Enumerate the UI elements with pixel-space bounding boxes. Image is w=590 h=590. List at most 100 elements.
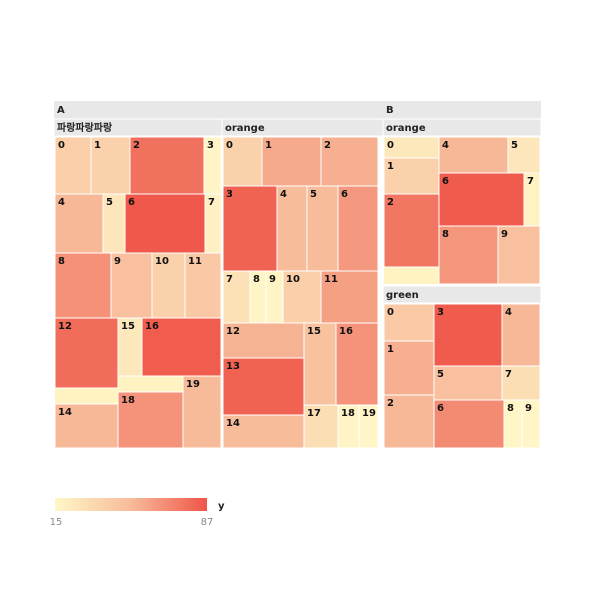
subgroup-label: 파랑파랑파랑 — [57, 121, 113, 134]
treemap-cell — [261, 136, 322, 187]
treemap-cell — [438, 225, 499, 285]
cell-label: 4 — [280, 189, 287, 200]
treemap-cell — [222, 136, 263, 187]
cell-label: 15 — [307, 326, 321, 337]
group-header-A — [54, 101, 383, 119]
subgroup-header — [382, 285, 542, 304]
cell-label: 1 — [387, 344, 394, 355]
treemap-cell — [433, 365, 503, 401]
cell-label: 17 — [307, 408, 321, 419]
cell-label: 14 — [58, 407, 72, 418]
legend-min-label: 15 — [50, 517, 63, 528]
legend-gradient-bar — [55, 498, 207, 511]
cell-label: 1 — [265, 140, 272, 151]
cell-label: 12 — [58, 321, 72, 332]
cell-label: 15 — [121, 321, 135, 332]
cell-label: 8 — [58, 256, 65, 267]
legend-title: y — [218, 501, 225, 512]
cell-label: 2 — [387, 197, 394, 208]
treemap-cell — [222, 270, 251, 324]
cell-label: 2 — [387, 398, 394, 409]
cell-label: 2 — [324, 140, 331, 151]
treemap-cell — [383, 394, 435, 449]
treemap-cell — [521, 399, 541, 449]
treemap-cell — [438, 172, 525, 227]
cell-label: 5 — [106, 197, 113, 208]
treemap-cell — [184, 252, 222, 319]
treemap-cell — [303, 322, 337, 406]
treemap-cell — [222, 357, 305, 416]
cell-label: 8 — [507, 403, 514, 414]
treemap-cell — [141, 317, 222, 377]
cell-label: 1 — [387, 161, 394, 172]
cell-label: 7 — [226, 274, 233, 285]
treemap-cell — [276, 185, 308, 272]
cell-label: 13 — [226, 361, 240, 372]
group-label-B: B — [386, 105, 394, 116]
treemap-cell — [54, 136, 92, 195]
cell-label: 4 — [505, 307, 512, 318]
cell-label: 8 — [442, 229, 449, 240]
treemap-cell — [320, 136, 379, 187]
treemap-filler — [118, 376, 183, 392]
cell-label: 11 — [324, 274, 338, 285]
cell-label: 9 — [525, 403, 532, 414]
treemap-filler — [55, 388, 118, 404]
treemap-cell — [151, 252, 186, 319]
cell-label: 14 — [226, 418, 240, 429]
subgroup-label: orange — [386, 123, 426, 134]
cell-label: 4 — [58, 197, 65, 208]
cell-label: 16 — [145, 321, 159, 332]
cell-label: 4 — [442, 140, 449, 151]
treemap-cell — [501, 365, 541, 401]
cell-label: 1 — [94, 140, 101, 151]
cell-label: 18 — [121, 395, 135, 406]
treemap-cell — [306, 185, 339, 272]
subgroup-label: green — [386, 290, 419, 301]
treemap-cell — [222, 185, 278, 272]
cell-label: 5 — [511, 140, 518, 151]
cell-label: 0 — [387, 140, 394, 151]
treemap-cell — [222, 414, 305, 449]
treemap-cell — [54, 403, 119, 449]
treemap-cell — [358, 404, 379, 449]
cell-label: 7 — [527, 176, 534, 187]
cell-label: 10 — [155, 256, 169, 267]
treemap-filler — [384, 267, 439, 284]
cell-label: 19 — [186, 379, 200, 390]
cell-label: 0 — [226, 140, 233, 151]
cell-label: 2 — [133, 140, 140, 151]
treemap-cell — [117, 391, 184, 449]
cell-label: 3 — [226, 189, 233, 200]
cell-label: 16 — [339, 326, 353, 337]
cell-label: 6 — [128, 197, 135, 208]
treemap-cell — [54, 317, 119, 389]
treemap-cell — [222, 322, 305, 359]
cell-label: 3 — [437, 307, 444, 318]
cell-label: 0 — [58, 140, 65, 151]
group-header-B — [383, 101, 541, 119]
cell-label: 9 — [114, 256, 121, 267]
cell-label: 10 — [286, 274, 300, 285]
subgroup-label: orange — [225, 123, 265, 134]
treemap-cell — [383, 157, 440, 195]
treemap-cell — [124, 193, 206, 254]
treemap-cell — [433, 399, 505, 449]
cell-label: 6 — [341, 189, 348, 200]
treemap-cell — [282, 270, 322, 324]
treemap-cell — [129, 136, 205, 195]
cell-label: 8 — [253, 274, 260, 285]
treemap-cell — [320, 270, 379, 324]
cell-label: 12 — [226, 326, 240, 337]
color-legend: y 15 87 — [50, 498, 225, 528]
cell-label: 18 — [341, 408, 355, 419]
cell-label: 7 — [505, 369, 512, 380]
treemap-cell — [433, 303, 503, 367]
cell-label: 5 — [310, 189, 317, 200]
cell-label: 9 — [269, 274, 276, 285]
cell-label: 6 — [437, 403, 444, 414]
cell-label: 7 — [208, 197, 215, 208]
cell-label: 19 — [362, 408, 376, 419]
